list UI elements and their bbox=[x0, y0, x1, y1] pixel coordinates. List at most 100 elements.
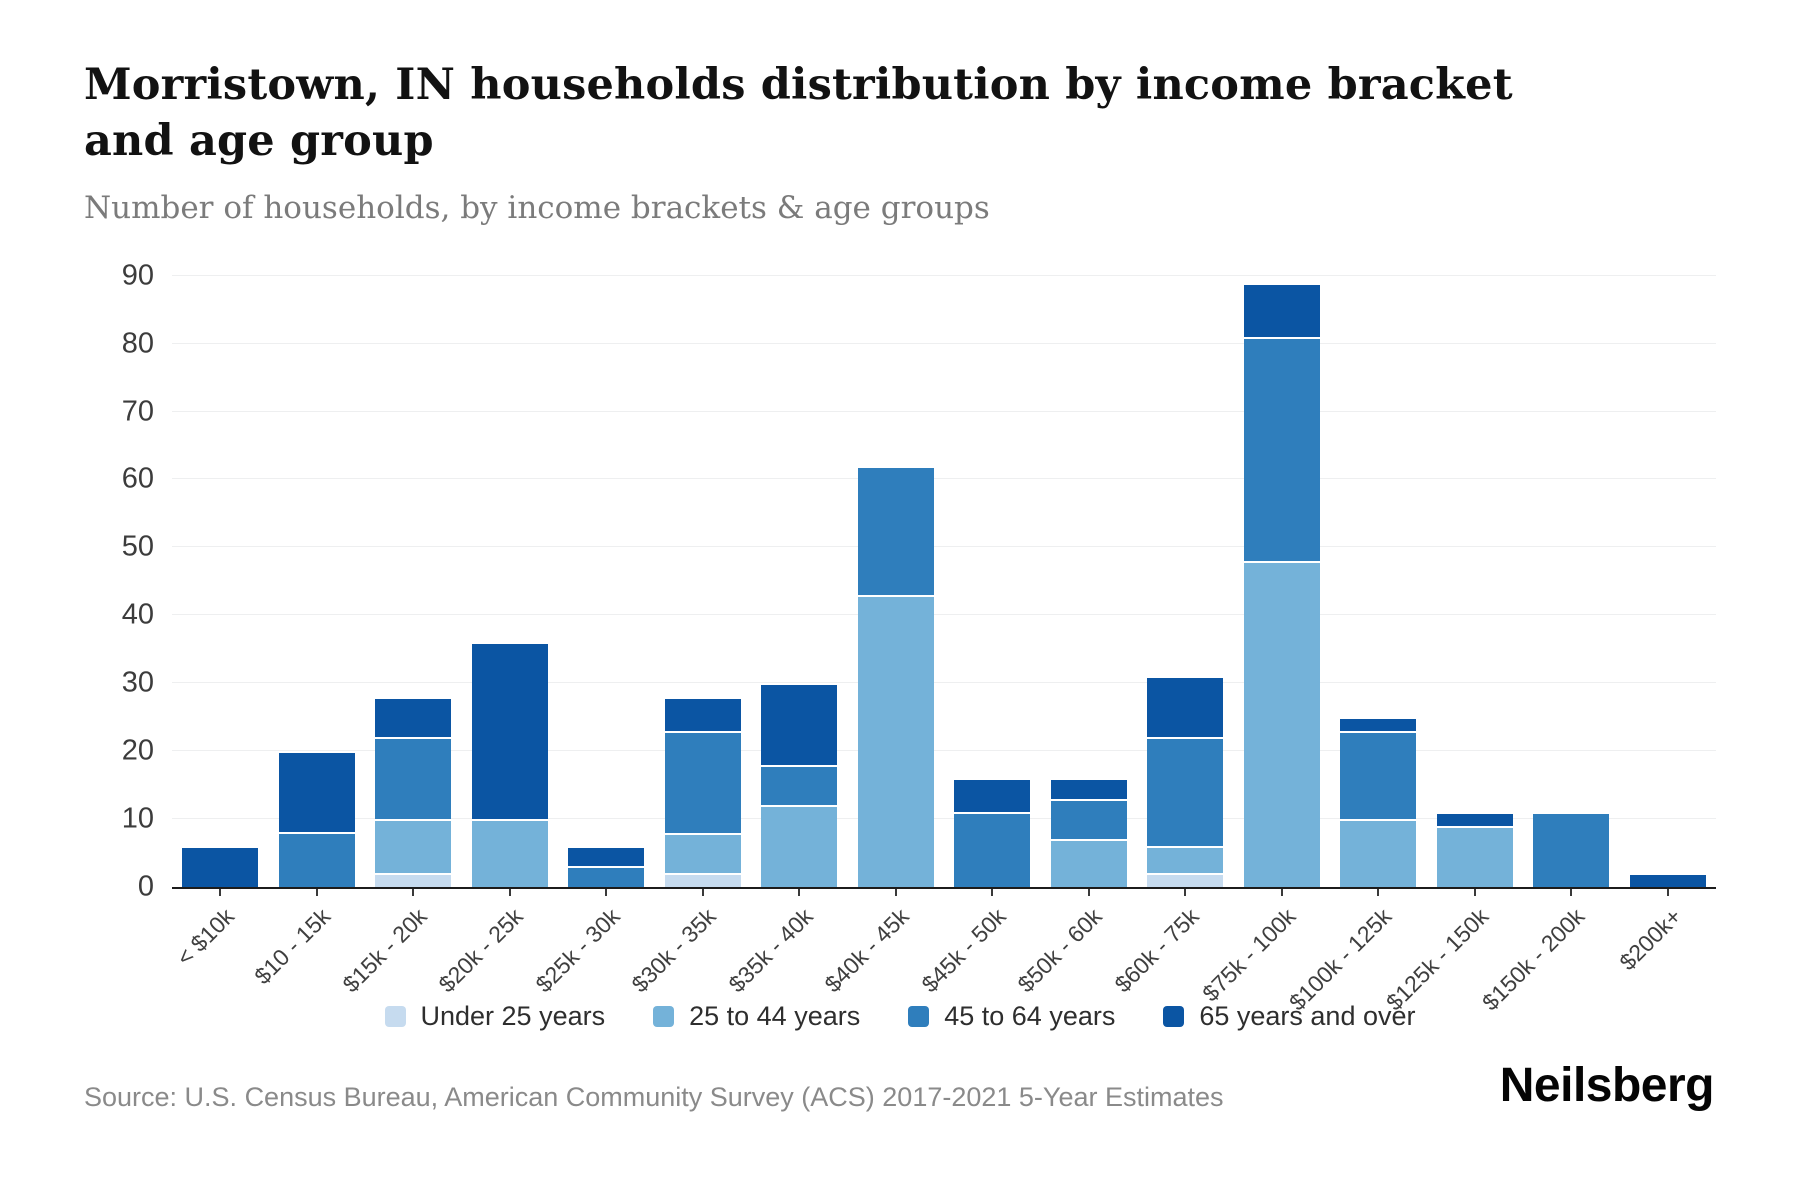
legend-label: 45 to 64 years bbox=[944, 1000, 1116, 1031]
x-axis-tick-label: $50k - 60k bbox=[1012, 902, 1108, 998]
x-axis-tick-label: $150k - 200k bbox=[1477, 902, 1590, 1016]
bar-segment bbox=[1243, 336, 1320, 561]
y-axis-tick-label: 70 bbox=[121, 395, 154, 428]
bar-segment bbox=[1243, 282, 1320, 337]
bar-slot: $60k - 75k bbox=[1109, 276, 1234, 997]
bar-slot: $20k - 25k bbox=[434, 276, 559, 997]
bar-segment bbox=[375, 696, 452, 738]
bar-segment bbox=[954, 778, 1031, 813]
bar-segment bbox=[278, 751, 355, 833]
bar-segment bbox=[1147, 873, 1224, 887]
bar-segment bbox=[1436, 812, 1513, 826]
legend-item: Under 25 years bbox=[384, 1000, 606, 1032]
bar-segment bbox=[857, 465, 934, 595]
footer: Source: U.S. Census Bureau, American Com… bbox=[84, 1058, 1716, 1113]
legend-label: 25 to 44 years bbox=[689, 1000, 861, 1031]
bar-segment bbox=[1050, 839, 1127, 887]
x-axis-tick-label: $25k - 30k bbox=[530, 902, 625, 998]
gridline bbox=[172, 817, 1716, 819]
legend-swatch bbox=[384, 1005, 406, 1027]
stacked-bar bbox=[1147, 276, 1224, 887]
x-axis-tick-label: $60k - 75k bbox=[1109, 902, 1204, 998]
x-axis-tick-label: $20k - 25k bbox=[433, 902, 529, 998]
bar-segment bbox=[664, 730, 741, 833]
stacked-bar bbox=[182, 276, 259, 887]
bar-segment bbox=[761, 805, 838, 887]
gridline bbox=[172, 410, 1716, 412]
bar-segment bbox=[954, 812, 1031, 887]
x-axis-tick-label: $30k - 35k bbox=[626, 902, 722, 998]
y-axis-tick-label: 50 bbox=[121, 530, 154, 563]
bar-segment bbox=[1147, 846, 1224, 874]
gridline bbox=[172, 750, 1716, 752]
bar-segment bbox=[1050, 778, 1127, 799]
stacked-bar bbox=[954, 276, 1031, 887]
bar-segment bbox=[1147, 676, 1224, 738]
x-axis-tick-label: $75k - 100k bbox=[1196, 902, 1301, 1007]
stacked-bar bbox=[1629, 276, 1706, 887]
y-axis-tick-label: 90 bbox=[121, 259, 154, 292]
y-axis-tick-label: 10 bbox=[121, 802, 154, 835]
y-axis-tick-label: 20 bbox=[121, 734, 154, 767]
bar-segment bbox=[1243, 560, 1320, 887]
stacked-bar bbox=[1436, 276, 1513, 887]
y-axis-tick-label: 80 bbox=[121, 327, 154, 360]
bar-segment bbox=[1629, 873, 1706, 887]
bar-segment bbox=[857, 594, 934, 887]
gridline bbox=[172, 682, 1716, 684]
stacked-bar bbox=[664, 276, 741, 887]
bar-segment bbox=[182, 846, 259, 887]
x-axis-tick-label: $40k - 45k bbox=[819, 902, 915, 998]
gridline bbox=[172, 274, 1716, 276]
stacked-bar bbox=[1340, 276, 1417, 887]
legend-swatch bbox=[653, 1005, 675, 1027]
bar-segment bbox=[1436, 825, 1513, 887]
stacked-bar bbox=[1243, 276, 1320, 887]
bar-segment bbox=[568, 866, 645, 887]
stacked-bar bbox=[761, 276, 838, 887]
y-axis-tick-label: 60 bbox=[121, 462, 154, 495]
gridline bbox=[172, 546, 1716, 548]
bar-slot: $10 - 15k bbox=[249, 276, 366, 989]
x-axis-tick-label: < $10k bbox=[170, 902, 239, 971]
bar-segment bbox=[471, 642, 548, 819]
x-axis-tick-label: $35k - 40k bbox=[723, 902, 818, 998]
x-axis-tick-label: $125k - 150k bbox=[1380, 902, 1494, 1016]
bars-container: < $10k $10 - 15k $15k - 20k $20k - 25k $25k … bbox=[171, 276, 1716, 1015]
bar-segment bbox=[761, 683, 838, 765]
y-axis-tick-label: 0 bbox=[137, 870, 154, 903]
gridline bbox=[172, 342, 1716, 344]
stacked-bar bbox=[471, 276, 548, 887]
page: Morristown, IN households distribution b… bbox=[84, 60, 1716, 1113]
y-axis-tick-label: 30 bbox=[121, 666, 154, 699]
bar-segment bbox=[1340, 717, 1417, 731]
legend-label: 65 years and over bbox=[1199, 1000, 1416, 1031]
legend-item: 65 years and over bbox=[1163, 1000, 1416, 1032]
stacked-bar bbox=[568, 276, 645, 887]
bar-segment bbox=[1340, 818, 1417, 887]
bar-slot: $100k - 125k bbox=[1284, 276, 1427, 1015]
bar-segment bbox=[375, 737, 452, 819]
bar-slot: < $10k bbox=[171, 276, 269, 970]
bar-slot: $30k - 35k bbox=[627, 276, 752, 997]
x-axis-tick-label: $15k - 20k bbox=[337, 902, 432, 998]
x-axis-tick-label: $10 - 15k bbox=[248, 902, 336, 989]
neilsberg-logo: Neilsberg bbox=[1499, 1058, 1715, 1112]
bar-slot: $25k - 30k bbox=[530, 276, 655, 997]
plot-area: < $10k $10 - 15k $15k - 20k $20k - 25k $25k … bbox=[122, 259, 1716, 1015]
bar-slot: $35k - 40k bbox=[723, 276, 848, 997]
legend: Under 25 years 25 to 44 years 45 to 64 yea… bbox=[84, 1001, 1716, 1032]
gridline bbox=[172, 614, 1716, 616]
bar-segment bbox=[1050, 798, 1127, 840]
bar-segment bbox=[471, 818, 548, 887]
legend-label: Under 25 years bbox=[420, 1000, 606, 1031]
bar-slot: $50k - 60k bbox=[1013, 276, 1138, 997]
legend-item: 25 to 44 years bbox=[653, 1001, 860, 1032]
bar-segment bbox=[568, 846, 645, 867]
gridline bbox=[172, 478, 1716, 480]
bar-segment bbox=[1340, 730, 1417, 819]
source-attribution: Source: U.S. Census Bureau, American Com… bbox=[84, 1081, 1224, 1112]
stacked-bar bbox=[1050, 276, 1127, 887]
stacked-bar bbox=[375, 276, 452, 887]
bar-segment bbox=[1147, 737, 1224, 847]
